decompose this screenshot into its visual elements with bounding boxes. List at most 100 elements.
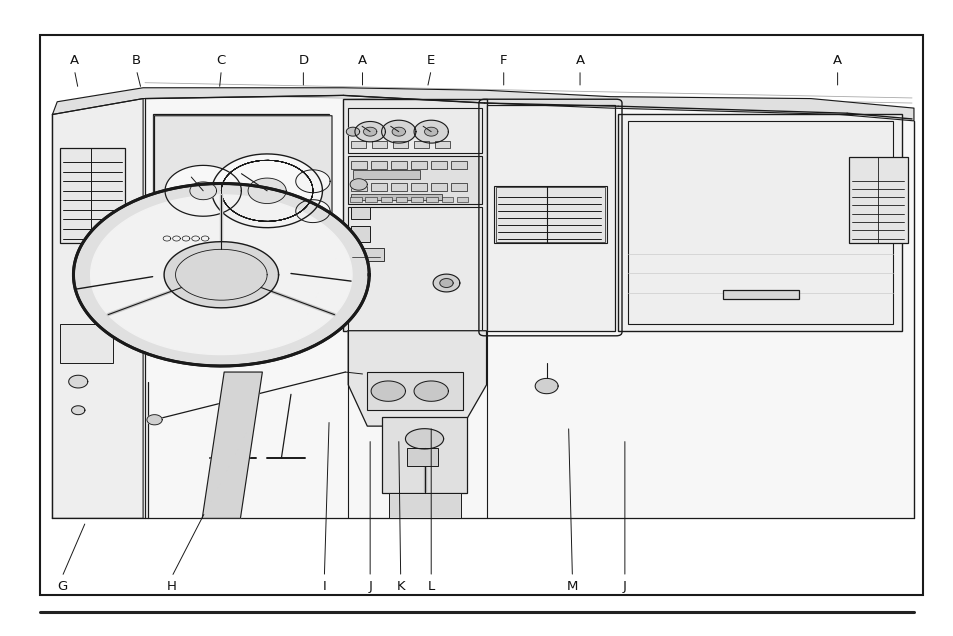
Bar (389, 493, 460, 518)
Polygon shape (52, 99, 143, 518)
Bar (391, 183, 407, 191)
Polygon shape (439, 279, 453, 287)
Polygon shape (346, 127, 359, 136)
Bar (350, 197, 361, 202)
Polygon shape (154, 116, 332, 268)
Bar (381, 417, 467, 493)
Bar (351, 207, 370, 219)
Polygon shape (414, 381, 448, 401)
Bar (40, 35, 923, 595)
Polygon shape (221, 160, 313, 221)
Text: E: E (427, 54, 435, 67)
Polygon shape (221, 160, 313, 221)
Bar (365, 197, 376, 202)
Polygon shape (363, 127, 376, 136)
Bar (60, 324, 112, 363)
Bar (722, 290, 799, 299)
Text: I: I (322, 580, 326, 593)
Polygon shape (221, 160, 313, 221)
Bar (351, 248, 384, 261)
Polygon shape (147, 415, 162, 425)
Text: C: C (216, 54, 226, 67)
Polygon shape (192, 236, 199, 241)
Bar (391, 161, 407, 169)
Text: A: A (70, 54, 79, 67)
Polygon shape (221, 160, 313, 221)
Polygon shape (350, 179, 367, 190)
Bar (351, 161, 367, 169)
Text: J: J (622, 580, 626, 593)
Polygon shape (392, 127, 405, 136)
Polygon shape (355, 121, 385, 142)
Text: B: B (132, 54, 141, 67)
Bar (451, 183, 467, 191)
Polygon shape (221, 160, 313, 221)
Bar (60, 148, 125, 243)
Polygon shape (371, 381, 405, 401)
Bar (343, 99, 486, 331)
Bar (371, 161, 387, 169)
Bar (348, 108, 481, 153)
Polygon shape (182, 236, 190, 241)
Polygon shape (202, 372, 262, 518)
Bar (348, 156, 481, 204)
Text: F: F (499, 54, 507, 67)
Bar (407, 448, 437, 466)
Polygon shape (405, 429, 443, 449)
Polygon shape (73, 184, 369, 366)
Bar (152, 114, 329, 267)
Polygon shape (164, 242, 278, 308)
Bar (451, 161, 467, 169)
Polygon shape (221, 160, 313, 221)
Text: A: A (832, 54, 841, 67)
Polygon shape (414, 120, 448, 143)
Text: D: D (298, 54, 308, 67)
Bar (411, 197, 422, 202)
Text: K: K (395, 580, 405, 593)
Bar (414, 141, 429, 148)
Polygon shape (221, 160, 313, 221)
Bar (441, 197, 453, 202)
Text: L: L (427, 580, 435, 593)
Bar (351, 141, 366, 148)
Bar (627, 121, 892, 324)
Polygon shape (348, 331, 486, 426)
Polygon shape (190, 182, 216, 200)
Text: G: G (57, 580, 67, 593)
Bar (456, 197, 468, 202)
Polygon shape (221, 160, 313, 221)
Bar (372, 141, 387, 148)
Polygon shape (52, 88, 913, 121)
Bar (348, 207, 481, 331)
Bar (351, 194, 441, 200)
Polygon shape (381, 120, 416, 143)
Bar (431, 161, 447, 169)
Bar (618, 114, 902, 331)
Text: A: A (357, 54, 367, 67)
Bar (431, 183, 447, 191)
Polygon shape (172, 236, 180, 241)
Polygon shape (69, 375, 88, 388)
Text: M: M (566, 580, 578, 593)
Bar (371, 183, 387, 191)
Polygon shape (52, 95, 913, 518)
Bar (435, 141, 450, 148)
Polygon shape (535, 378, 558, 394)
Polygon shape (433, 274, 459, 292)
Bar (395, 197, 407, 202)
Polygon shape (221, 160, 313, 221)
Polygon shape (221, 160, 313, 221)
Bar (411, 161, 427, 169)
Polygon shape (71, 406, 85, 415)
Bar (380, 197, 392, 202)
Polygon shape (295, 170, 330, 193)
Bar (411, 183, 427, 191)
Bar (496, 187, 604, 242)
Polygon shape (221, 160, 313, 221)
Polygon shape (201, 236, 209, 241)
Bar (494, 186, 606, 243)
Bar (393, 141, 408, 148)
Polygon shape (221, 160, 313, 221)
Bar (426, 197, 437, 202)
Polygon shape (221, 160, 313, 221)
